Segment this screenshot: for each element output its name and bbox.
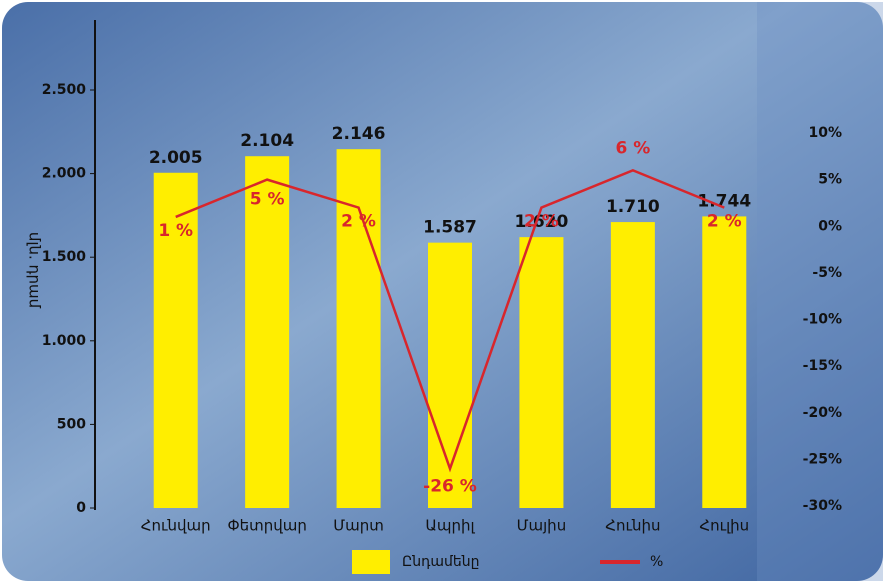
bar-value-label: 1.744 [697,191,751,211]
line-value-label: 2 % [524,212,559,232]
line-value-label: 5 % [250,190,285,210]
line-value-label: 2 % [341,212,376,232]
line [175,168,725,473]
bar-value-label: 1.620 [515,212,569,232]
bar [245,156,290,509]
y-tick-label: 0 [76,500,86,516]
y-tick-label: 1.500 [42,249,87,265]
x-tick-label: Հունիս [605,517,660,535]
y-tick-label: 500 [57,416,86,432]
bar-value-label: 2.104 [240,131,294,151]
bar-value-label: 1.587 [423,218,477,238]
y2-tick-label: 5% [818,172,842,188]
y2-tick-label: -25% [803,451,842,467]
legend-swatch [352,550,390,574]
bar-value-label: 2.005 [149,148,203,168]
y-tick-label: 2.500 [42,82,87,98]
x-tick-label: Մայիս [517,517,567,535]
bar-value-label: 2.146 [332,124,386,144]
x-tick-label: Մարտ [333,517,384,535]
y2-tick-label: 10% [808,125,842,141]
line-value-label: 6 % [615,138,650,158]
legend-label: Ընդամենը [402,554,480,570]
line-value-label: 2 % [707,212,742,232]
bar [610,222,655,508]
y2-tick-label: -20% [803,405,842,421]
bar [702,216,747,508]
bar [519,237,564,509]
y2-tick-label: -30% [803,498,842,514]
x-tick-label: Փետրվար [227,517,306,535]
y2-tick-label: -10% [803,312,842,328]
line-value-label: -26 % [423,477,477,497]
line-value-label: 1 % [158,221,193,241]
y2-tick-label: -15% [803,358,842,374]
bar-value-label: 1.710 [606,197,660,217]
y2-tick-label: 0% [818,218,842,234]
bar [153,172,198,509]
y-tick-label: 2.000 [42,166,87,182]
x-tick-label: Ապրիլ [425,517,475,535]
y2-tick-label: -5% [812,265,842,281]
x-tick-label: Հուլիս [699,517,749,535]
right-panel [757,2,883,581]
bar [428,242,472,508]
legend-label: % [650,554,663,570]
x-tick-label: Հունվար [141,517,211,535]
y-tick-label: 1.000 [42,333,87,349]
y-axis-label: մլն. դրամ [26,232,44,309]
